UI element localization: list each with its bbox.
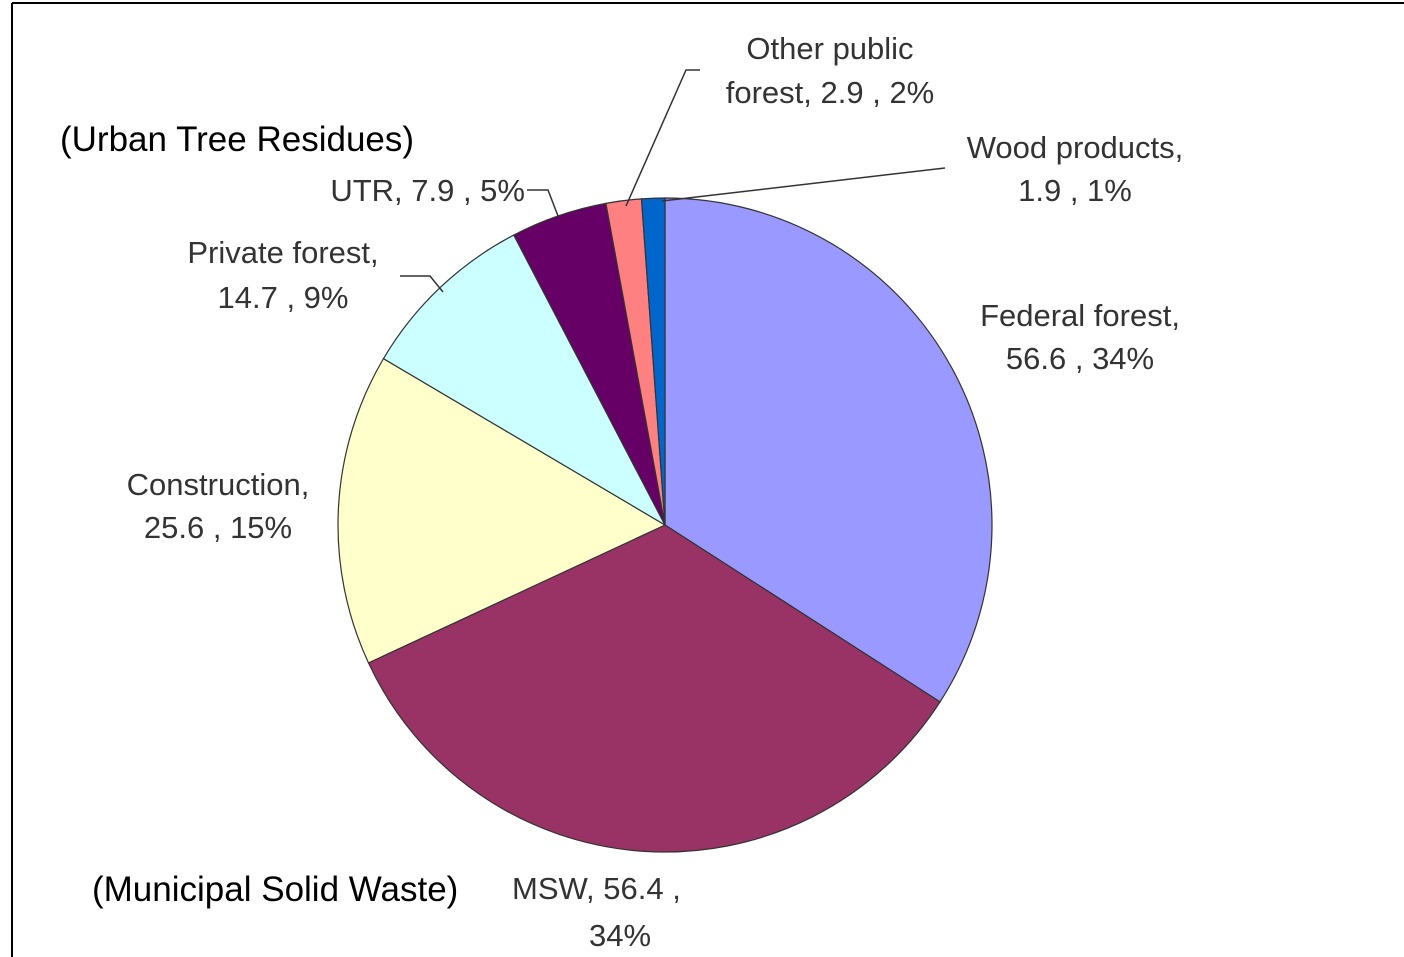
data-label: 56.6 , 34% xyxy=(1006,341,1154,376)
pie-slice xyxy=(640,197,666,526)
data-label: UTR, 7.9 , 5% xyxy=(330,173,525,208)
data-label: Other public xyxy=(746,31,913,66)
pie-slice xyxy=(664,197,993,703)
data-label: Federal forest, xyxy=(980,298,1180,333)
data-label: Wood products, xyxy=(967,130,1184,165)
data-label: 34% xyxy=(589,918,651,953)
leader-line xyxy=(661,167,946,202)
data-label: Private forest, xyxy=(187,235,378,270)
data-label: 25.6 , 15% xyxy=(144,510,292,545)
data-label: Construction, xyxy=(127,467,310,502)
slices xyxy=(337,197,993,853)
leader-line xyxy=(625,69,700,207)
leader-line xyxy=(527,189,559,217)
leader-line xyxy=(400,275,444,293)
data-label: forest, 2.9 , 2% xyxy=(726,75,935,110)
pie-slice xyxy=(367,524,941,853)
annotation: (Municipal Solid Waste) xyxy=(92,870,458,909)
pie-slice xyxy=(337,357,667,664)
data-label: 14.7 , 9% xyxy=(218,280,349,315)
data-label: MSW, 56.4 , xyxy=(512,871,681,906)
data-label: 1.9 , 1% xyxy=(1018,173,1132,208)
data-labels: Federal forest, 56.6 , 34% MSW, 56.4 , 34% C… xyxy=(127,31,1184,953)
annotation: (Urban Tree Residues) xyxy=(60,120,414,159)
